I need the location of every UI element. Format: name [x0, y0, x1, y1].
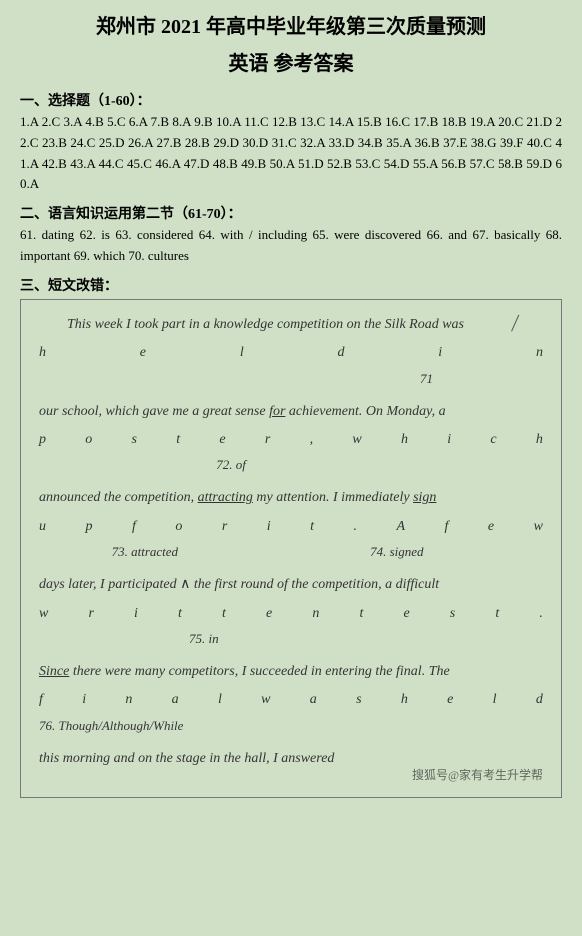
- essay-char: r: [265, 429, 270, 451]
- essay-line-2: our school, which gave me a great sense …: [39, 401, 543, 423]
- essay-char: h: [536, 429, 543, 451]
- essay-text: our school, which gave me a great sense: [39, 404, 269, 419]
- multiple-choice-answers: 1.A 2.C 3.A 4.B 5.C 6.A 7.B 8.A 9.B 10.A…: [20, 112, 562, 195]
- essay-line-3-chars: u p f o r i t. Af e w: [39, 516, 543, 538]
- essay-char: e: [447, 689, 453, 711]
- essay-char: h: [401, 429, 408, 451]
- essay-char: t: [310, 516, 314, 538]
- essay-char: i: [438, 342, 442, 364]
- essay-text: the first round of the competition, a di…: [190, 577, 439, 592]
- section1-heading: 一、选择题（1-60）：: [20, 90, 562, 110]
- section3-heading: 三、短文改错：: [20, 275, 562, 295]
- essay-char: h: [39, 342, 46, 364]
- essay-char: a: [172, 689, 179, 711]
- essay-word-for: for: [269, 404, 285, 419]
- insert-caret: ∧: [180, 577, 190, 592]
- essay-line-3: announced the competition, attracting my…: [39, 487, 543, 509]
- essay-char: r: [222, 516, 227, 538]
- correction-note-74: 74. signed: [251, 544, 543, 560]
- essay-char: t: [495, 603, 499, 625]
- essay-char: f: [132, 516, 136, 538]
- essay-text: days later, I participated: [39, 577, 180, 592]
- essay-char: ,: [310, 429, 314, 451]
- essay-text: announced the competition,: [39, 490, 198, 505]
- essay-char: l: [218, 689, 222, 711]
- essay-char: i: [267, 516, 271, 538]
- correction-note-72: 72. of: [39, 457, 543, 473]
- essay-char: l: [493, 689, 497, 711]
- essay-char: .: [539, 603, 543, 625]
- essay-char: t: [359, 603, 363, 625]
- essay-char: s: [450, 603, 455, 625]
- essay-char: w: [261, 689, 270, 711]
- essay-char: .: [354, 516, 358, 538]
- essay-char: h: [401, 689, 408, 711]
- essay-char: f: [445, 516, 449, 538]
- essay-text: my attention. I immediately: [253, 490, 413, 505]
- essay-char: p: [85, 516, 92, 538]
- essay-char: i: [134, 603, 138, 625]
- essay-line-1-chars: heldin: [39, 342, 543, 364]
- essay-char: e: [219, 429, 225, 451]
- correction-note-75: 75. in: [39, 631, 543, 647]
- essay-char: t: [178, 603, 182, 625]
- essay-char: i: [447, 429, 451, 451]
- essay-char: e: [266, 603, 272, 625]
- essay-word-sign: sign: [413, 490, 436, 505]
- correction-note-71: 71: [39, 371, 543, 387]
- essay-char: e: [403, 603, 409, 625]
- essay-char: d: [536, 689, 543, 711]
- essay-char: t: [176, 429, 180, 451]
- essay-char: t: [222, 603, 226, 625]
- essay-text: there were many competitors, I succeeded…: [69, 664, 449, 679]
- essay-char: p: [39, 429, 46, 451]
- essay-line-1: This week I took part in a knowledge com…: [39, 314, 543, 336]
- section2-heading: 二、语言知识运用第二节（61-70）：: [20, 203, 562, 223]
- correction-note-76: 76. Though/Although/While: [39, 718, 543, 734]
- essay-correction-box: This week I took part in a knowledge com…: [20, 299, 562, 798]
- essay-line-4-chars: w r i t t e n t e s t.: [39, 603, 543, 625]
- essay-char: A: [397, 516, 406, 538]
- essay-line-5-chars: finalwasheld: [39, 689, 543, 711]
- correction-note-73: 73. attracted: [39, 544, 251, 560]
- essay-char: f: [39, 689, 43, 711]
- document-page: 郑州市 2021 年高中毕业年级第三次质量预测 英语 参考答案 一、选择题（1-…: [0, 0, 582, 808]
- essay-text: achievement. On Monday, a: [285, 404, 445, 419]
- essay-char: a: [310, 689, 317, 711]
- essay-char: o: [85, 429, 92, 451]
- essay-char: n: [125, 689, 132, 711]
- essay-line-2-chars: p o s t e r, w h i c h: [39, 429, 543, 451]
- page-title-2: 英语 参考答案: [20, 47, 562, 76]
- essay-char: u: [39, 516, 46, 538]
- essay-char: o: [175, 516, 182, 538]
- fill-blank-answers: 61. dating 62. is 63. considered 64. wit…: [20, 225, 562, 267]
- correction-note-73-74: 73. attracted 74. signed: [39, 544, 543, 560]
- essay-char: d: [338, 342, 345, 364]
- essay-char: l: [240, 342, 244, 364]
- essay-line-5: Since there were many competitors, I suc…: [39, 661, 543, 683]
- essay-char: n: [312, 603, 319, 625]
- essay-char: n: [536, 342, 543, 364]
- essay-word-attracting: attracting: [198, 490, 253, 505]
- essay-char: w: [534, 516, 543, 538]
- page-title-1: 郑州市 2021 年高中毕业年级第三次质量预测: [20, 10, 562, 39]
- essay-word-since: Since: [39, 664, 69, 679]
- watermark-text: 搜狐号@家有考生升学帮: [39, 766, 543, 783]
- essay-line-4: days later, I participated ∧ the first r…: [39, 574, 543, 596]
- essay-char: r: [88, 603, 93, 625]
- essay-char: w: [352, 429, 361, 451]
- essay-char: e: [488, 516, 494, 538]
- essay-char: e: [140, 342, 146, 364]
- essay-char: s: [356, 689, 361, 711]
- essay-char: w: [39, 603, 48, 625]
- essay-char: s: [132, 429, 137, 451]
- essay-char: i: [82, 689, 86, 711]
- essay-char: c: [490, 429, 496, 451]
